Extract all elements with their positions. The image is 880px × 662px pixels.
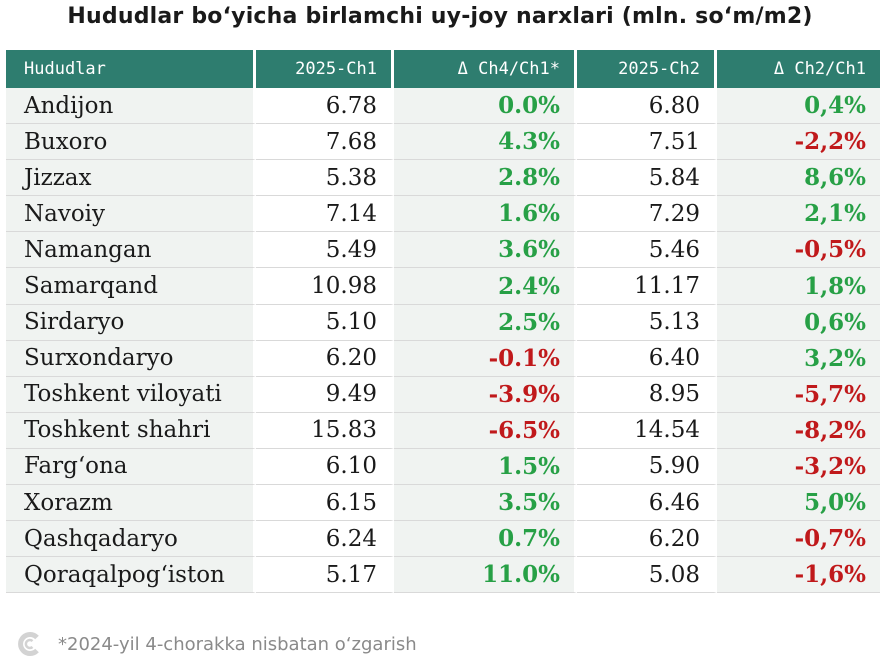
table-row: Qoraqalpog‘iston 5.17 11.0% 5.08 -1,6% (6, 557, 880, 594)
delta-ch4-ch1-cell: 2.5% (394, 304, 577, 341)
delta-ch4-ch1-cell: 0.7% (394, 521, 577, 558)
value-ch1-cell: 6.10 (256, 448, 394, 486)
delta-ch4-ch1-cell: -3.9% (394, 376, 577, 413)
delta-ch4-ch1-cell: -0.1% (394, 340, 577, 377)
value-ch1-cell: 7.14 (256, 196, 394, 233)
delta-ch4-ch1-cell: -6.5% (394, 412, 577, 449)
delta-ch4-ch1-cell: 11.0% (394, 557, 577, 594)
region-cell: Qashqadaryo (6, 521, 256, 558)
value-ch2-cell: 6.20 (577, 521, 717, 558)
region-cell: Samarqand (6, 268, 256, 305)
table-row: Andijon 6.78 0.0% 6.80 0,4% (6, 88, 880, 125)
delta-ch2-ch1-cell: 8,6% (717, 160, 880, 197)
delta-ch4-ch1-cell: 3.6% (394, 232, 577, 269)
value-ch1-cell: 7.68 (256, 124, 394, 161)
value-ch1-cell: 5.17 (256, 557, 394, 594)
table-header: Hududlar 2025-Ch1 Δ Ch4/Ch1* 2025-Ch2 Δ Ch2/… (6, 50, 880, 88)
value-ch1-cell: 10.98 (256, 268, 394, 305)
table-row: Sirdaryo 5.10 2.5% 5.13 0,6% (6, 304, 880, 341)
value-ch2-cell: 5.08 (577, 557, 717, 594)
value-ch2-cell: 5.46 (577, 232, 717, 269)
delta-ch2-ch1-cell: 2,1% (717, 196, 880, 233)
delta-ch2-ch1-cell: 0,6% (717, 304, 880, 341)
table-row: Qashqadaryo 6.24 0.7% 6.20 -0,7% (6, 521, 880, 558)
header-region: Hududlar (6, 50, 256, 88)
region-cell: Toshkent viloyati (6, 376, 256, 413)
footer: *2024-yil 4-chorakka nisbatan o‘zgarish (16, 628, 417, 660)
delta-ch2-ch1-cell: 1,8% (717, 268, 880, 305)
table-row: Xorazm 6.15 3.5% 6.46 5,0% (6, 485, 880, 522)
value-ch1-cell: 6.78 (256, 88, 394, 125)
delta-ch2-ch1-cell: 5,0% (717, 485, 880, 522)
value-ch2-cell: 11.17 (577, 268, 717, 305)
delta-ch2-ch1-cell: -0,5% (717, 232, 880, 269)
header-2025-ch1: 2025-Ch1 (256, 50, 394, 88)
value-ch2-cell: 6.40 (577, 340, 717, 377)
table-row: Toshkent shahri 15.83 -6.5% 14.54 -8,2% (6, 412, 880, 449)
header-delta-ch2-ch1: Δ Ch2/Ch1 (717, 50, 880, 88)
region-cell: Andijon (6, 88, 256, 125)
value-ch1-cell: 5.38 (256, 160, 394, 197)
header-delta-ch4-ch1: Δ Ch4/Ch1* (394, 50, 577, 88)
region-cell: Buxoro (6, 124, 256, 161)
region-cell: Xorazm (6, 485, 256, 522)
header-row: Hududlar 2025-Ch1 Δ Ch4/Ch1* 2025-Ch2 Δ Ch2/… (6, 50, 880, 88)
value-ch2-cell: 5.13 (577, 304, 717, 341)
delta-ch4-ch1-cell: 2.8% (394, 160, 577, 197)
delta-ch4-ch1-cell: 3.5% (394, 485, 577, 522)
delta-ch4-ch1-cell: 2.4% (394, 268, 577, 305)
table-row: Buxoro 7.68 4.3% 7.51 -2,2% (6, 124, 880, 161)
value-ch2-cell: 6.80 (577, 88, 717, 125)
delta-ch4-ch1-cell: 1.6% (394, 196, 577, 233)
value-ch2-cell: 6.46 (577, 485, 717, 522)
region-cell: Qoraqalpog‘iston (6, 557, 256, 594)
value-ch1-cell: 6.20 (256, 340, 394, 377)
delta-ch2-ch1-cell: -5,7% (717, 376, 880, 413)
table-row: Farg‘ona 6.10 1.5% 5.90 -3,2% (6, 448, 880, 486)
value-ch1-cell: 6.15 (256, 485, 394, 522)
value-ch2-cell: 8.95 (577, 376, 717, 413)
table-body: Andijon 6.78 0.0% 6.80 0,4% Buxoro 7.68 4.3% 7.5… (6, 88, 880, 594)
value-ch1-cell: 15.83 (256, 412, 394, 449)
price-table: Hududlar 2025-Ch1 Δ Ch4/Ch1* 2025-Ch2 Δ Ch2/… (6, 50, 880, 594)
value-ch2-cell: 5.84 (577, 160, 717, 197)
table-row: Samarqand 10.98 2.4% 11.17 1,8% (6, 268, 880, 305)
value-ch2-cell: 7.29 (577, 196, 717, 233)
delta-ch4-ch1-cell: 1.5% (394, 448, 577, 486)
delta-ch2-ch1-cell: -1,6% (717, 557, 880, 594)
value-ch2-cell: 14.54 (577, 412, 717, 449)
delta-ch4-ch1-cell: 0.0% (394, 88, 577, 125)
value-ch1-cell: 9.49 (256, 376, 394, 413)
table-row: Namangan 5.49 3.6% 5.46 -0,5% (6, 232, 880, 269)
value-ch2-cell: 5.90 (577, 448, 717, 486)
region-cell: Toshkent shahri (6, 412, 256, 449)
value-ch1-cell: 6.24 (256, 521, 394, 558)
footnote: *2024-yil 4-chorakka nisbatan o‘zgarish (58, 633, 417, 655)
region-cell: Surxondaryo (6, 340, 256, 377)
delta-ch2-ch1-cell: -3,2% (717, 448, 880, 486)
value-ch1-cell: 5.10 (256, 304, 394, 341)
table-row: Toshkent viloyati 9.49 -3.9% 8.95 -5,7% (6, 376, 880, 413)
table-row: Surxondaryo 6.20 -0.1% 6.40 3,2% (6, 340, 880, 377)
header-2025-ch2: 2025-Ch2 (577, 50, 717, 88)
table-row: Navoiy 7.14 1.6% 7.29 2,1% (6, 196, 880, 233)
delta-ch2-ch1-cell: -0,7% (717, 521, 880, 558)
region-cell: Farg‘ona (6, 448, 256, 486)
delta-ch2-ch1-cell: 0,4% (717, 88, 880, 125)
delta-ch2-ch1-cell: 3,2% (717, 340, 880, 377)
delta-ch4-ch1-cell: 4.3% (394, 124, 577, 161)
page-title: Hududlar bo‘yicha birlamchi uy-joy narxl… (67, 4, 813, 29)
delta-ch2-ch1-cell: -2,2% (717, 124, 880, 161)
region-cell: Navoiy (6, 196, 256, 233)
region-cell: Namangan (6, 232, 256, 269)
region-cell: Jizzax (6, 160, 256, 197)
c-logo-icon (18, 632, 39, 656)
value-ch2-cell: 7.51 (577, 124, 717, 161)
region-cell: Sirdaryo (6, 304, 256, 341)
table-row: Jizzax 5.38 2.8% 5.84 8,6% (6, 160, 880, 197)
value-ch1-cell: 5.49 (256, 232, 394, 269)
delta-ch2-ch1-cell: -8,2% (717, 412, 880, 449)
